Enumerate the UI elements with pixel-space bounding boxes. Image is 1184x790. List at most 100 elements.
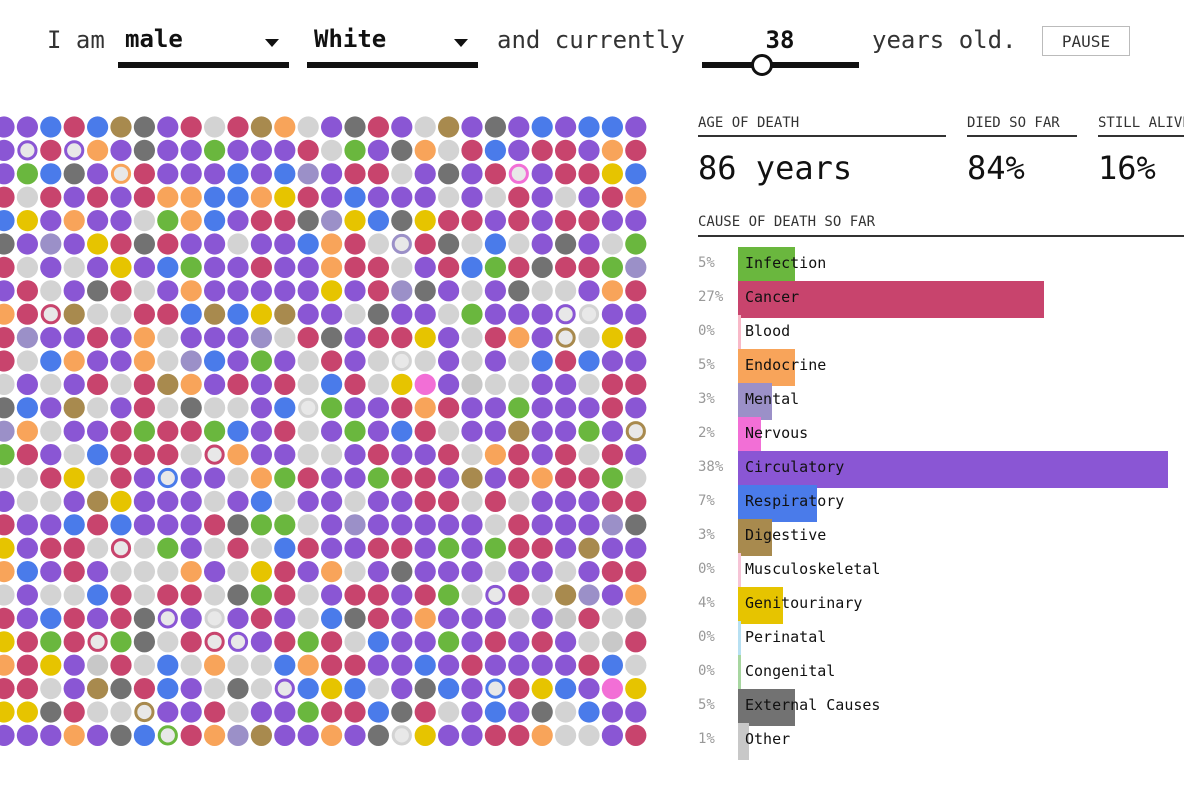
- person-dot: [110, 280, 132, 302]
- person-dot: [297, 210, 319, 232]
- pause-button[interactable]: PAUSE: [1042, 26, 1130, 56]
- person-dot: [438, 350, 460, 372]
- person-dot: [578, 607, 600, 629]
- cause-percent: 3%: [698, 391, 715, 407]
- person-dot: [625, 397, 647, 419]
- person-dot: [16, 467, 38, 489]
- person-dot: [204, 303, 226, 325]
- person-dot: [321, 139, 343, 161]
- person-dot: [601, 654, 624, 676]
- person-dot: [133, 256, 155, 278]
- slider-thumb[interactable]: [750, 54, 773, 76]
- person-dot: [110, 350, 132, 372]
- person-dot: [16, 350, 38, 372]
- cause-percent: 38%: [698, 459, 724, 475]
- person-dot: [133, 139, 155, 161]
- person-dot: [578, 256, 600, 278]
- person-dot: [555, 701, 577, 723]
- person-dot: [87, 280, 109, 302]
- person-dot: [110, 139, 132, 161]
- cause-name: Nervous: [745, 424, 809, 442]
- person-dot: [391, 303, 413, 325]
- person-dot: [63, 490, 85, 512]
- person-dot: [508, 701, 530, 723]
- person-dot: [250, 724, 272, 747]
- person-dot: [40, 304, 61, 325]
- cause-row: 1% Other: [698, 723, 1184, 760]
- person-dot: [227, 350, 249, 372]
- person-dot: [344, 537, 366, 559]
- person-dot: [531, 256, 553, 278]
- person-dot: [414, 631, 436, 653]
- person-dot: [625, 256, 647, 278]
- person-dot: [274, 701, 296, 723]
- person-dot: [133, 397, 155, 419]
- age-slider[interactable]: [702, 54, 859, 76]
- person-dot: [461, 490, 483, 512]
- person-dot: [133, 607, 155, 629]
- person-dot: [438, 256, 460, 278]
- person-dot: [367, 584, 389, 606]
- person-dot: [484, 210, 506, 232]
- person-dot: [63, 420, 85, 442]
- person-dot: [578, 654, 600, 676]
- person-dot: [180, 514, 202, 536]
- person-dot: [250, 373, 272, 395]
- person-dot: [508, 561, 530, 583]
- person-dot: [250, 678, 272, 700]
- person-dot: [391, 490, 413, 512]
- person-dot: [180, 163, 202, 185]
- person-dot: [40, 186, 62, 208]
- person-dot: [133, 631, 155, 653]
- person-dot: [367, 701, 389, 723]
- person-dot: [274, 607, 296, 629]
- person-dot: [40, 397, 62, 419]
- person-dot: [531, 186, 553, 208]
- person-dot: [391, 397, 413, 419]
- race-dropdown[interactable]: White: [307, 22, 478, 68]
- person-dot: [531, 397, 553, 419]
- person-dot: [484, 724, 506, 747]
- person-dot: [414, 537, 436, 559]
- person-dot: [438, 233, 460, 255]
- person-dot: [297, 139, 319, 161]
- sex-dropdown[interactable]: male: [118, 22, 289, 68]
- person-dot: [250, 420, 272, 442]
- person-dot: [461, 654, 483, 676]
- cause-percent: 7%: [698, 493, 715, 509]
- person-dot: [461, 467, 483, 489]
- person-dot: [601, 631, 624, 653]
- person-dot: [414, 420, 436, 442]
- person-dot: [531, 724, 553, 747]
- person-dot: [484, 607, 506, 629]
- person-dot: [0, 163, 15, 185]
- person-dot: [461, 186, 483, 208]
- person-dot: [297, 678, 319, 700]
- cause-row: 5% Infection: [698, 247, 1184, 284]
- person-dot: [578, 233, 600, 255]
- prefix-text: I am: [47, 26, 105, 54]
- person-dot: [297, 631, 319, 653]
- still-alive-label: STILL ALIVE: [1098, 113, 1184, 137]
- person-dot: [484, 701, 506, 723]
- person-dot: [391, 233, 412, 255]
- person-dot: [250, 163, 272, 185]
- person-dot: [227, 186, 249, 208]
- person-dot: [321, 397, 343, 419]
- person-dot: [555, 280, 577, 302]
- person-dot: [63, 163, 85, 185]
- person-dot: [180, 139, 202, 161]
- person-dot: [250, 139, 272, 161]
- person-dot: [274, 256, 296, 278]
- person-dot: [484, 561, 506, 583]
- person-dot: [297, 444, 319, 466]
- person-dot: [414, 186, 436, 208]
- person-dot: [16, 444, 38, 466]
- person-dot: [531, 210, 553, 232]
- cause-percent: 5%: [698, 697, 715, 713]
- person-dot: [367, 186, 389, 208]
- person-dot: [367, 444, 389, 466]
- person-dot: [625, 654, 647, 676]
- cause-row: 38% Circulatory: [698, 451, 1184, 488]
- person-dot: [578, 631, 600, 653]
